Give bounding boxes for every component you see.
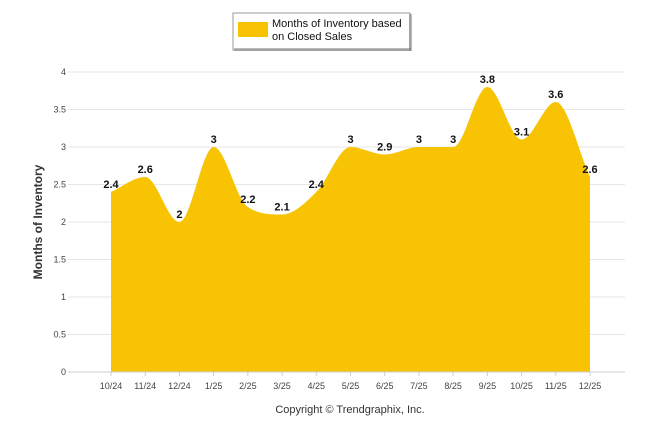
x-tick-label: 4/25 xyxy=(308,381,326,391)
x-tick-label: 12/25 xyxy=(579,381,602,391)
data-label: 2.4 xyxy=(309,179,325,191)
x-tick-label: 8/25 xyxy=(444,381,462,391)
x-tick-label: 12/24 xyxy=(168,381,191,391)
y-tick-label: 3.5 xyxy=(53,105,66,115)
y-tick-label: 2.5 xyxy=(53,180,66,190)
y-tick-label: 1 xyxy=(61,292,66,302)
y-tick-label: 1.5 xyxy=(53,255,66,265)
data-label: 3.8 xyxy=(480,74,495,86)
x-tick-label: 5/25 xyxy=(342,381,360,391)
x-tick-label: 1/25 xyxy=(205,381,223,391)
x-tick-label: 10/24 xyxy=(100,381,123,391)
x-tick-label: 7/25 xyxy=(410,381,428,391)
y-axis-ticks: 0 0.5 1 1.5 2 2.5 3 3.5 4 xyxy=(53,67,66,377)
data-label: 2.4 xyxy=(103,179,119,191)
data-label: 3 xyxy=(211,134,217,146)
data-label: 3.6 xyxy=(548,89,563,101)
area-series xyxy=(111,87,590,372)
x-tick-label: 2/25 xyxy=(239,381,257,391)
data-label: 2.2 xyxy=(240,194,255,206)
x-tick-label: 6/25 xyxy=(376,381,394,391)
data-label: 3.1 xyxy=(514,127,529,139)
x-tick-label: 9/25 xyxy=(479,381,497,391)
legend-shadow-right xyxy=(409,14,412,51)
legend-label-line2: on Closed Sales xyxy=(272,31,353,43)
y-tick-label: 2 xyxy=(61,217,66,227)
legend-label-line1: Months of Inventory based xyxy=(272,18,402,30)
y-tick-label: 3 xyxy=(61,142,66,152)
x-tick-label: 10/25 xyxy=(510,381,533,391)
legend-swatch xyxy=(238,22,268,37)
data-label: 2 xyxy=(176,209,182,221)
x-tick-label: 11/24 xyxy=(134,381,156,391)
y-tick-label: 0 xyxy=(61,367,66,377)
x-tick-label: 11/25 xyxy=(545,381,567,391)
area-fill xyxy=(111,87,590,372)
data-labels: 2.4 2.6 2 3 2.2 2.1 2.4 3 2.9 3 3 3.8 3.1 3.6 2.6 xyxy=(103,74,597,221)
data-label: 2.6 xyxy=(138,164,153,176)
x-tick-label: 3/25 xyxy=(273,381,291,391)
y-tick-label: 0.5 xyxy=(53,330,66,340)
data-label: 3 xyxy=(347,134,353,146)
x-axis: 10/24 11/24 12/24 1/25 2/25 3/25 4/25 5/25 6/25 7… xyxy=(68,371,625,391)
data-label: 2.1 xyxy=(274,202,289,214)
data-label: 2.9 xyxy=(377,142,392,154)
copyright-footer: Copyright © Trendgraphix, Inc. xyxy=(275,404,424,416)
y-tick-label: 4 xyxy=(61,67,66,77)
legend-shadow-bottom xyxy=(234,48,411,51)
y-axis-title: Months of Inventory xyxy=(31,164,45,279)
legend: Months of Inventory based on Closed Sale… xyxy=(232,12,412,51)
data-label: 3 xyxy=(416,134,422,146)
data-label: 2.6 xyxy=(582,164,597,176)
data-label: 3 xyxy=(450,134,456,146)
